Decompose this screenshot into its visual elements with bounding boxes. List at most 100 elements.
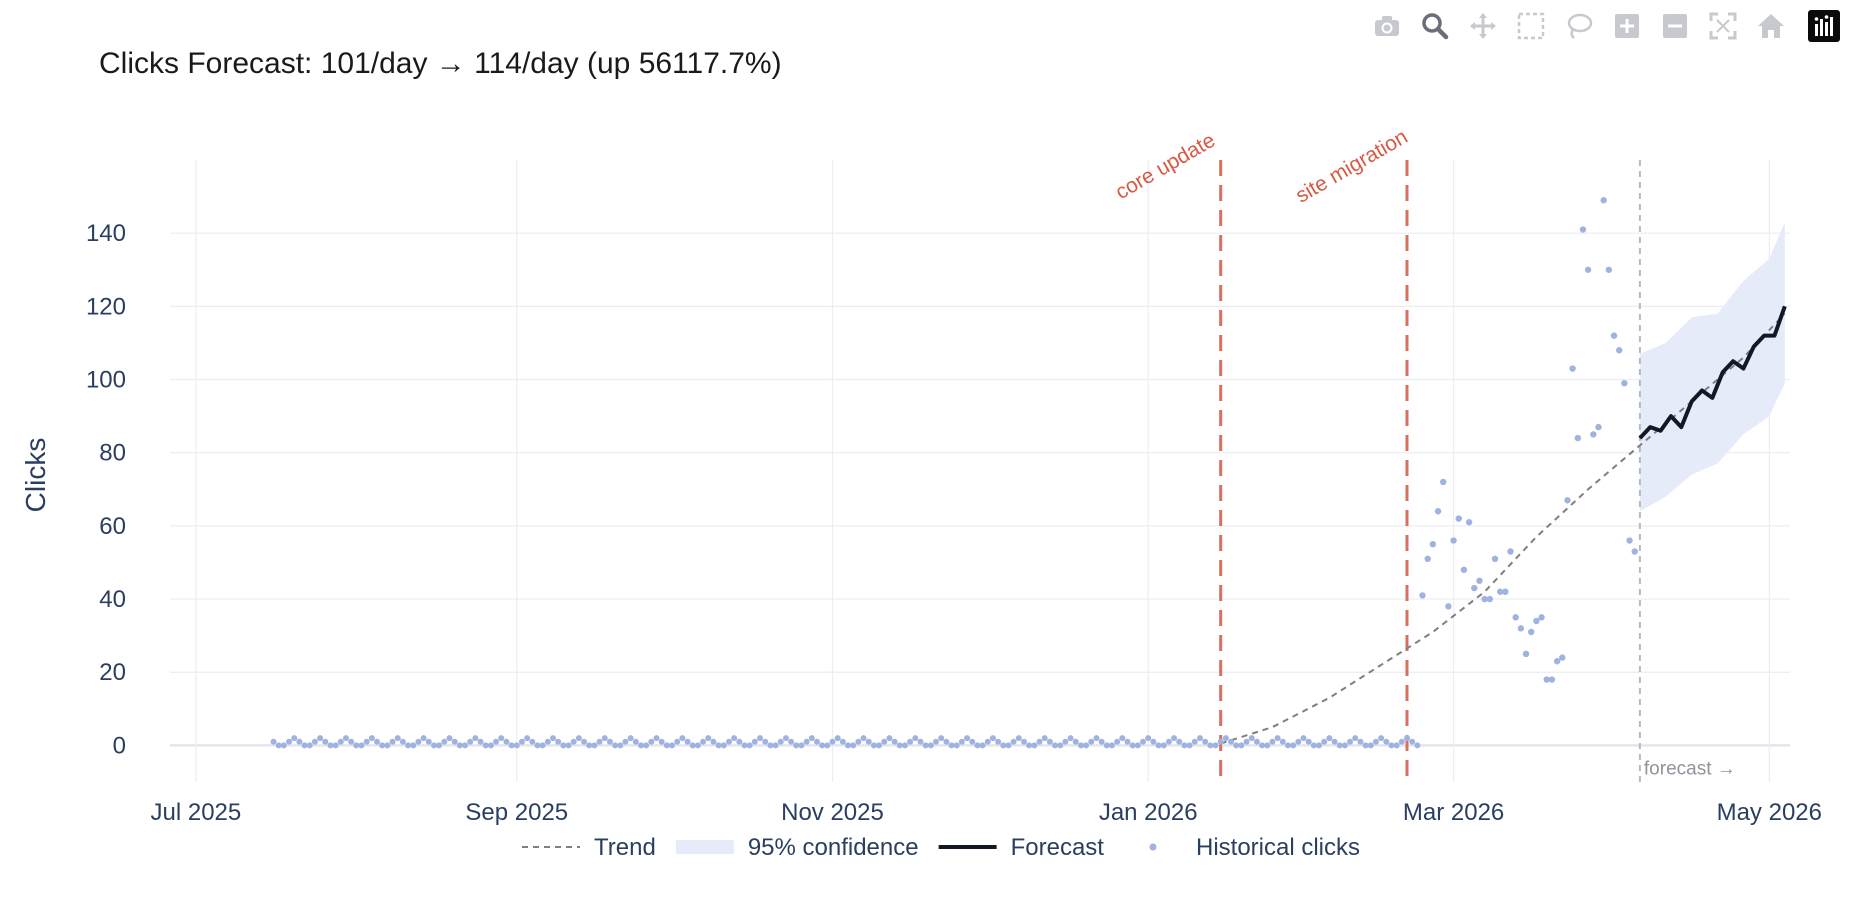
historical-point (974, 742, 981, 749)
historical-point (1491, 555, 1499, 563)
legend-item[interactable]: Historical clicks (1149, 834, 1360, 861)
historical-point (1579, 226, 1587, 233)
historical-point (1434, 508, 1442, 515)
historical-point (1383, 738, 1390, 745)
historical-point (560, 742, 567, 749)
historical-point (741, 742, 748, 749)
x-tick-label: Sep 2025 (465, 799, 568, 826)
historical-point (1150, 738, 1157, 745)
historical-point (1610, 332, 1618, 339)
legend-item[interactable]: 95% confidence (675, 834, 919, 861)
legend-label: Forecast (1011, 834, 1105, 861)
historical-point (1114, 738, 1121, 745)
legend[interactable]: Trend 95% confidence Forecast Historical cl… (522, 834, 1360, 861)
lasso-icon[interactable] (1560, 8, 1598, 44)
historical-point (679, 735, 686, 742)
historical-point (653, 735, 660, 742)
box-select-icon[interactable] (1512, 8, 1550, 44)
y-tick-label: 60 (99, 513, 126, 540)
historical-point (1072, 738, 1079, 745)
historical-point (462, 742, 469, 749)
historical-point (337, 738, 344, 745)
historical-point (1465, 519, 1473, 526)
historical-point (1528, 628, 1535, 636)
legend-item[interactable]: Forecast (938, 834, 1105, 861)
historical-point (332, 742, 339, 749)
historical-point (617, 742, 624, 749)
historical-point (829, 738, 836, 745)
camera-icon[interactable] (1368, 8, 1406, 44)
historical-point (524, 735, 531, 742)
historical-point (529, 738, 536, 745)
historical-point (803, 738, 810, 745)
historical-point (384, 742, 391, 749)
historical-point (493, 738, 500, 745)
historical-point (1367, 742, 1374, 749)
legend-item[interactable]: Trend (522, 834, 656, 861)
historical-point (663, 742, 670, 749)
historical-point (1543, 676, 1550, 683)
historical-point (565, 742, 572, 749)
historical-point (1419, 592, 1426, 599)
historical-point (1269, 738, 1276, 745)
historical-point (1445, 603, 1452, 610)
historical-point (394, 735, 401, 742)
autoscale-icon[interactable] (1704, 8, 1742, 44)
historical-point (1264, 742, 1271, 749)
zoom-icon[interactable] (1416, 8, 1454, 44)
historical-point (725, 738, 732, 745)
historical-point (1212, 742, 1219, 749)
historical-point (736, 738, 743, 745)
historical-point (886, 735, 893, 742)
historical-point (612, 742, 619, 749)
historical-point (865, 738, 872, 745)
historical-point (1160, 742, 1167, 749)
historical-point (1202, 738, 1209, 745)
reset-axes-icon[interactable] (1752, 8, 1790, 44)
zoom-out-icon[interactable] (1656, 8, 1694, 44)
historical-point (1398, 738, 1405, 745)
y-tick-label: 0 (113, 732, 126, 759)
historical-point (1259, 742, 1266, 749)
pan-icon[interactable] (1464, 8, 1502, 44)
historical-point (581, 738, 588, 745)
historical-point (342, 735, 349, 742)
y-tick-label: 100 (86, 367, 126, 394)
historical-point (917, 738, 924, 745)
historical-point (1388, 742, 1395, 749)
historical-point (1326, 735, 1333, 742)
historical-point (1321, 738, 1328, 745)
historical-point (1140, 738, 1147, 745)
historical-point (1046, 738, 1053, 745)
historical-point (405, 742, 412, 749)
historical-point (1553, 658, 1561, 665)
historical-point (1341, 742, 1348, 749)
historical-point (539, 742, 546, 749)
grid-layer (170, 160, 1790, 782)
historical-point (782, 735, 789, 742)
plotly-logo-icon[interactable] (1808, 10, 1840, 42)
historical-point (1186, 742, 1193, 749)
zoom-in-icon[interactable] (1608, 8, 1646, 44)
y-axis-title: Clicks (20, 438, 51, 513)
historical-point (1357, 738, 1364, 745)
historical-point (684, 738, 691, 745)
historical-point (995, 738, 1002, 745)
historical-point (1108, 742, 1115, 749)
historical-point (1253, 738, 1260, 745)
historical-point (720, 742, 727, 749)
legend-label: 95% confidence (748, 834, 919, 861)
historical-point (296, 738, 303, 745)
historical-point (503, 738, 510, 745)
historical-point (1590, 431, 1597, 438)
historical-point (436, 742, 443, 749)
legend-swatch (675, 840, 734, 854)
historical-point (989, 735, 996, 742)
historical-point (969, 738, 976, 745)
historical-point (637, 742, 644, 749)
historical-point (322, 738, 329, 745)
historical-point (1414, 742, 1421, 749)
historical-point (1424, 555, 1431, 563)
historical-point (1020, 738, 1027, 745)
